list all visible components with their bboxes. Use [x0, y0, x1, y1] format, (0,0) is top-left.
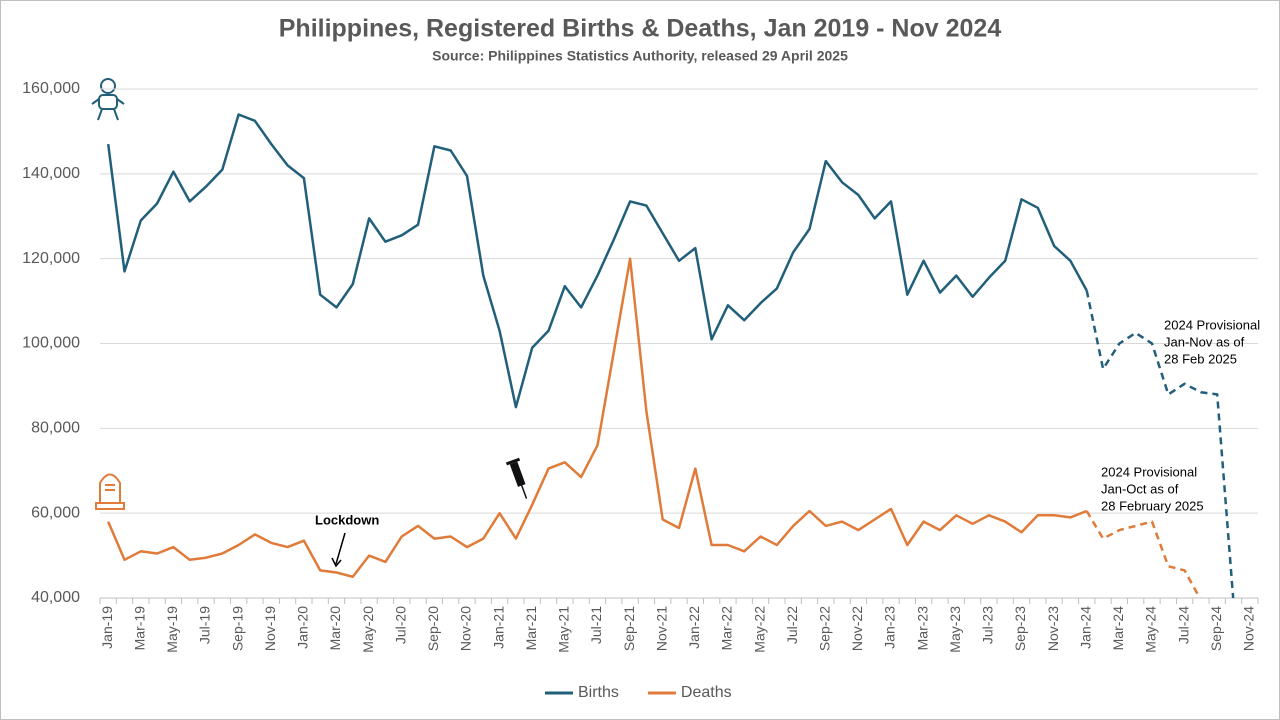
x-tick-label: Nov-22: [849, 606, 865, 651]
y-tick-label: 80,000: [31, 420, 80, 437]
x-tick-label: Nov-24: [1241, 606, 1257, 651]
x-tick-label: Jul-20: [392, 606, 408, 644]
x-tick-label: Mar-23: [914, 606, 930, 651]
legend-label: Births: [578, 684, 619, 701]
x-tick-label: Nov-19: [262, 606, 278, 651]
x-tick-label: May-24: [1143, 606, 1159, 653]
x-tick-label: May-23: [947, 606, 963, 653]
x-tick-label: Sep-19: [229, 606, 245, 651]
annotation: Jan-Oct as of: [1101, 481, 1179, 496]
x-tick-label: Mar-22: [719, 606, 735, 651]
annotation: 2024 Provisional: [1164, 317, 1260, 332]
x-tick-label: Mar-20: [327, 606, 343, 651]
x-tick-label: Mar-19: [131, 606, 147, 651]
x-tick-label: Nov-21: [653, 606, 669, 651]
x-tick-label: Nov-23: [1045, 606, 1061, 651]
legend-label: Deaths: [681, 684, 732, 701]
y-tick-label: 140,000: [22, 165, 80, 182]
chart-subtitle: Source: Philippines Statistics Authority…: [432, 48, 848, 64]
y-tick-label: 60,000: [31, 504, 80, 521]
plot-area: [106, 113, 1235, 598]
x-tick-label: Sep-23: [1012, 606, 1028, 651]
x-tick-label: May-21: [556, 606, 572, 653]
x-tick-label: Jul-23: [980, 606, 996, 644]
x-tick-label: May-22: [751, 606, 767, 653]
x-tick-label: Jul-22: [784, 606, 800, 644]
chart-title: Philippines, Registered Births & Deaths,…: [279, 15, 1002, 43]
annotation: 2024 Provisional: [1101, 464, 1197, 479]
x-tick-label: Jul-24: [1175, 606, 1191, 644]
x-tick-label: Sep-24: [1208, 606, 1224, 651]
x-tick-label: Sep-22: [816, 606, 832, 651]
tombstone-icon: [95, 473, 125, 510]
x-tick-label: Jul-19: [197, 606, 213, 644]
x-tick-label: Jan-23: [882, 606, 898, 649]
x-tick-label: Mar-21: [523, 606, 539, 651]
annotation: Lockdown: [315, 512, 379, 527]
x-tick-label: Jan-24: [1077, 606, 1093, 649]
x-tick-label: Sep-21: [621, 606, 637, 651]
x-tick-label: Jan-19: [99, 606, 115, 649]
baby-icon: [91, 78, 125, 121]
y-tick-label: 100,000: [22, 335, 80, 352]
syringe-icon: [505, 457, 528, 499]
series-line: [106, 113, 1088, 409]
annotation: 28 February 2025: [1101, 498, 1204, 513]
y-tick-label: 120,000: [22, 250, 80, 267]
x-tick-label: Mar-24: [1110, 606, 1126, 651]
x-tick-label: Jan-20: [295, 606, 311, 649]
x-tick-label: Jan-22: [686, 606, 702, 649]
lockdown-arrow: [331, 532, 346, 568]
annotation: 28 Feb 2025: [1164, 351, 1237, 366]
x-tick-label: Jul-21: [588, 606, 604, 644]
provisional-line: [1085, 290, 1235, 598]
x-tick-label: Jan-21: [490, 606, 506, 649]
x-tick-label: May-19: [164, 606, 180, 653]
y-tick-label: 40,000: [31, 589, 80, 606]
series-line: [107, 257, 1088, 579]
y-tick-label: 160,000: [22, 80, 80, 97]
x-tick-label: May-20: [360, 606, 376, 653]
x-tick-label: Sep-20: [425, 606, 441, 651]
annotation: Jan-Nov as of: [1164, 334, 1245, 349]
x-tick-label: Nov-20: [458, 606, 474, 651]
provisional-line: [1085, 510, 1202, 598]
